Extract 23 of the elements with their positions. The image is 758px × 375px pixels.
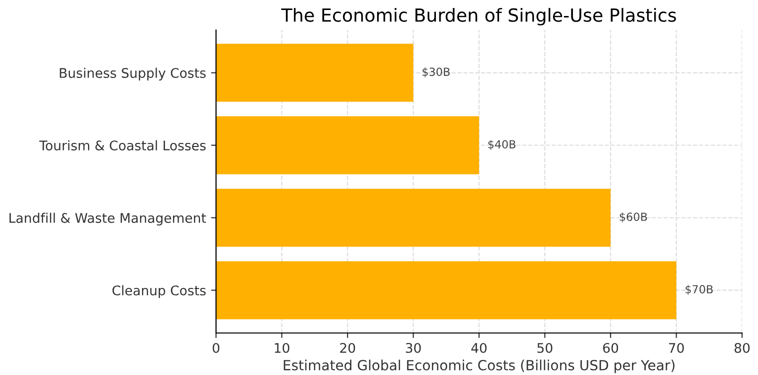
x-tick-label: 80: [734, 342, 750, 353]
x-tick-label: 70: [669, 342, 684, 353]
data-label: $60B: [620, 212, 647, 222]
y-tick-label: Tourism & Coastal Losses: [39, 140, 206, 150]
x-tick-label: 10: [274, 342, 290, 353]
bar: [216, 44, 414, 102]
bar: [216, 188, 611, 247]
bar: [216, 116, 480, 174]
x-tick-label: 0: [212, 342, 220, 353]
data-label: $40B: [488, 140, 516, 150]
x-tick-label: 20: [340, 342, 356, 353]
bar: [216, 261, 676, 320]
y-tick-label: Cleanup Costs: [112, 285, 206, 298]
y-tick-label: Business Supply Costs: [60, 68, 206, 81]
x-tick-label: 40: [471, 342, 487, 353]
x-axis-title: Estimated Global Economic Costs (Billions USD per Year): [284, 360, 674, 374]
x-tick-label: 60: [603, 342, 618, 353]
chart-title: The Economic Burden of Single-Use Plastics: [281, 8, 676, 26]
y-tick-label: Landfill & Waste Management: [10, 212, 206, 226]
x-tick-label: 50: [537, 342, 552, 353]
data-label: $30B: [422, 67, 450, 78]
data-label: $70B: [686, 284, 713, 295]
x-tick-label: 30: [406, 342, 421, 353]
